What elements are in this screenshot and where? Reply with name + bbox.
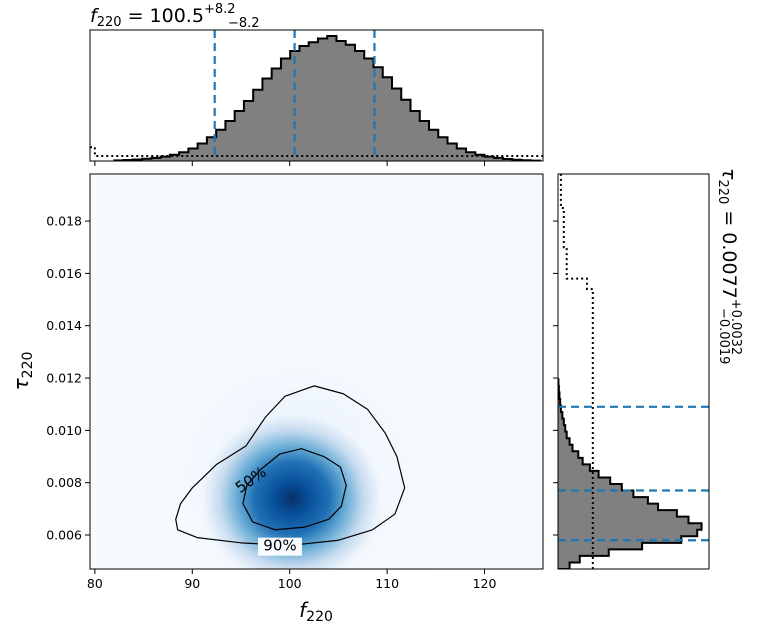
joint-panel: 50%90% 80 90 100 110 120 0.0060.0080.0100.01…	[9, 173, 544, 625]
y-tick-label: 0.008	[46, 475, 82, 490]
x-tick-label: 120	[473, 576, 497, 591]
y-tick-label: 0.014	[46, 318, 82, 333]
marginal-y-ticks	[553, 220, 558, 536]
y-axis-ticks: 0.006 0.008 0.010 0.012 0.014 0.016 0.018	[46, 214, 90, 542]
marginal-x-summary: f220 = 100.5+8.2	[90, 2, 236, 30]
marginal-x-frame	[89, 29, 544, 162]
marginal-x-panel: f220 = 100.5+8.2 −8.2	[89, 2, 544, 166]
y-tick-label: 0.016	[46, 266, 82, 281]
y-tick-label: 0.012	[46, 371, 82, 386]
y-tick-label: 0.006	[46, 527, 82, 542]
x-tick-label: 100	[278, 576, 302, 591]
marginal-y-summary-minus: −0.0019	[716, 308, 731, 364]
joint-frame	[89, 173, 544, 570]
contour-2	[175, 385, 406, 547]
marginal-y-histogram	[558, 378, 703, 569]
marginal-y-frame	[557, 173, 710, 570]
contour-1	[242, 448, 347, 531]
heatmap-density	[191, 403, 392, 569]
contour-label-90-bg	[257, 537, 302, 556]
x-axis-label: f220	[299, 598, 333, 625]
marginal-y-summary: τ220 = 0.0077+0.0032	[715, 168, 743, 355]
marginal-x-summary-minus: −8.2	[228, 16, 260, 31]
x-tick-label: 110	[375, 576, 399, 591]
y-axis-label: τ220	[9, 352, 36, 391]
y-tick-label: 0.010	[46, 423, 82, 438]
y-tick-label: 0.018	[46, 214, 82, 229]
contour-label-90: 90%	[263, 537, 296, 555]
marginal-y-panel: τ220 = 0.0077+0.0032 −0.0019	[553, 168, 743, 570]
x-tick-label: 90	[184, 576, 200, 591]
marginal-y-prior	[559, 174, 594, 569]
marginal-x-ticks	[94, 161, 486, 166]
x-tick-label: 80	[87, 576, 103, 591]
marginal-x-histogram	[113, 35, 542, 161]
x-axis-ticks: 80 90 100 110 120	[87, 569, 497, 591]
